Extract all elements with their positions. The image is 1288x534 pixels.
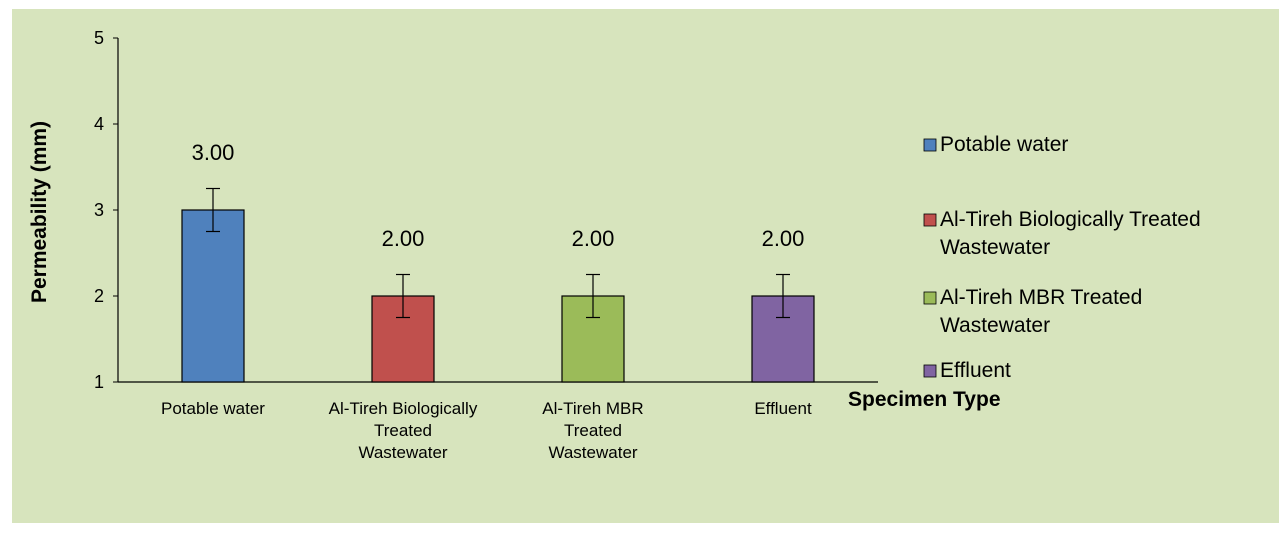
data-label: 2.00 bbox=[762, 226, 805, 251]
legend-label: Al-Tireh Biologically Treated Wastewater bbox=[940, 208, 1201, 259]
axes: 1 2 3 4 5 bbox=[94, 28, 878, 392]
x-tick-label: Potable water bbox=[161, 399, 265, 418]
bar bbox=[181, 209, 245, 383]
y-tick-label: 1 bbox=[94, 372, 104, 392]
x-tick-label: Al-Tireh Biologically Treated Wastewater bbox=[329, 399, 478, 462]
x-tick-label: Effluent bbox=[754, 399, 812, 418]
data-label: 3.00 bbox=[192, 140, 235, 165]
legend-swatch bbox=[923, 291, 937, 305]
legend: Potable water Al-Tireh Biologically Treat… bbox=[923, 133, 1201, 382]
labels: 3.00 Potable water 2.00 Al-Tireh Biological… bbox=[161, 140, 812, 462]
legend-swatch bbox=[923, 213, 937, 227]
y-tick-label: 4 bbox=[94, 114, 104, 134]
x-tick-label: Al-Tireh MBR Treated Wastewater bbox=[542, 399, 643, 462]
y-tick-label: 3 bbox=[94, 200, 104, 220]
legend-label: Al-Tireh MBR Treated Wastewater bbox=[940, 286, 1142, 337]
legend-label: Potable water bbox=[940, 133, 1068, 156]
legend-label: Effluent bbox=[940, 359, 1011, 382]
data-label: 2.00 bbox=[572, 226, 615, 251]
y-tick-label: 5 bbox=[94, 28, 104, 48]
x-axis-title: Specimen Type bbox=[848, 388, 1001, 411]
bars bbox=[181, 187, 815, 383]
legend-swatch bbox=[923, 364, 937, 378]
y-axis-title: Permeability (mm) bbox=[28, 121, 51, 303]
y-tick-label: 2 bbox=[94, 286, 104, 306]
legend-swatch bbox=[923, 138, 937, 152]
data-label: 2.00 bbox=[382, 226, 425, 251]
